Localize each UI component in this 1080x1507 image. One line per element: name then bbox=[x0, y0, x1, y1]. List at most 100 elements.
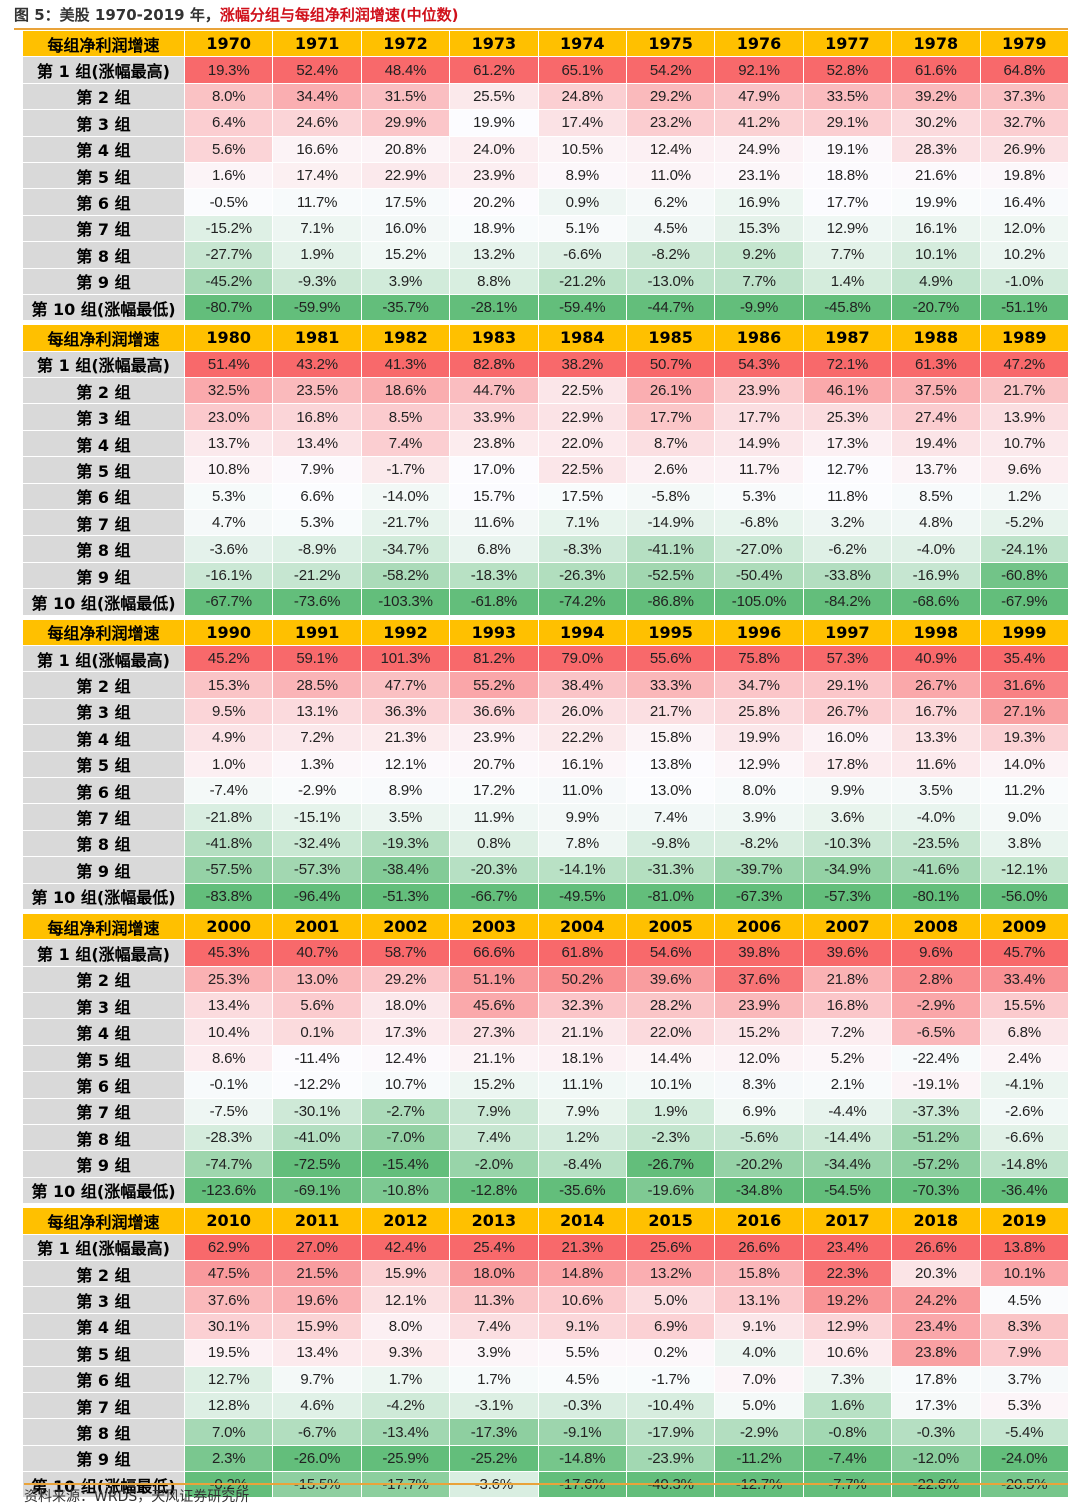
value-cell: -10.4% bbox=[626, 1392, 716, 1420]
table-row: 第 10 组(涨幅最低) -80.7% -59.9% -35.7% -28.1% -59.… bbox=[23, 294, 1069, 322]
value-cell: 23.9% bbox=[715, 378, 804, 405]
value-cell: -6.7% bbox=[273, 1419, 362, 1446]
header-row: 每组净利润增速 1980 1981 1982 1983 1984 1985 1986 1987 1… bbox=[23, 325, 1069, 352]
value-cell: -6.5% bbox=[892, 1019, 981, 1046]
value-cell: 12.0% bbox=[715, 1045, 804, 1073]
table-row: 第 5 组 19.5% 13.4% 9.3% 3.9% 5.5% 0.2% 4.0% 10.6%… bbox=[23, 1340, 1069, 1367]
value-cell: 46.1% bbox=[803, 378, 893, 405]
value-cell: 10.7% bbox=[980, 430, 1069, 458]
value-cell: 23.4% bbox=[803, 1234, 893, 1261]
value-cell: 8.5% bbox=[892, 483, 981, 511]
row-label: 第 6 组 bbox=[23, 189, 185, 216]
value-cell: 5.3% bbox=[980, 1392, 1069, 1420]
value-cell: 10.2% bbox=[980, 242, 1069, 269]
value-cell: -9.3% bbox=[273, 268, 362, 295]
table-row: 第 1 组(涨幅最高) 51.4% 43.2% 41.3% 82.8% 38.2% 50.7… bbox=[23, 351, 1069, 379]
value-cell: 10.5% bbox=[538, 136, 627, 163]
value-cell: -34.7% bbox=[361, 536, 451, 563]
value-cell: -15.1% bbox=[273, 804, 362, 831]
value-cell: 16.6% bbox=[273, 136, 362, 163]
row-label: 第 9 组 bbox=[23, 857, 185, 884]
value-cell: 12.9% bbox=[715, 751, 804, 778]
value-cell: 21.1% bbox=[538, 1019, 627, 1046]
row-label: 第 9 组 bbox=[23, 268, 185, 295]
value-cell: -24.0% bbox=[980, 1445, 1069, 1473]
table-row: 第 2 组 25.3% 13.0% 29.2% 51.1% 50.2% 39.6% 37.6%… bbox=[23, 966, 1069, 994]
value-cell: -26.0% bbox=[273, 1445, 362, 1473]
value-cell: -22.4% bbox=[892, 1045, 981, 1073]
source-note: 资料来源：WRDS，天风证券研究所 bbox=[24, 1483, 1068, 1507]
value-cell: 64.8% bbox=[980, 57, 1069, 84]
year-header: 1996 bbox=[715, 619, 804, 646]
value-cell: -54.5% bbox=[803, 1177, 893, 1205]
value-cell: 4.9% bbox=[892, 268, 981, 295]
header-row: 每组净利润增速 1990 1991 1992 1993 1994 1995 1996 1997 1… bbox=[23, 619, 1069, 646]
value-cell: 25.8% bbox=[715, 698, 804, 726]
value-cell: 66.6% bbox=[450, 940, 539, 967]
value-cell: -41.8% bbox=[185, 830, 274, 858]
table-row: 第 2 组 15.3% 28.5% 47.7% 55.2% 38.4% 33.3% 34.7%… bbox=[23, 672, 1069, 699]
value-cell: -6.6% bbox=[980, 1125, 1069, 1152]
value-cell: 29.2% bbox=[361, 966, 451, 994]
figure-title-highlight: 涨幅分组与每组净利润增速(中位数) bbox=[219, 5, 459, 24]
row-label: 第 6 组 bbox=[23, 1366, 185, 1393]
value-cell: 24.0% bbox=[450, 136, 539, 163]
value-cell: 37.5% bbox=[892, 378, 981, 405]
value-cell: -4.1% bbox=[980, 1072, 1069, 1099]
value-cell: 4.8% bbox=[892, 510, 981, 537]
value-cell: -20.7% bbox=[892, 294, 981, 322]
value-cell: 4.6% bbox=[273, 1392, 362, 1420]
table-row: 第 4 组 4.9% 7.2% 21.3% 23.9% 22.2% 15.8% 19.9% 16… bbox=[23, 725, 1069, 752]
value-cell: 5.5% bbox=[538, 1340, 627, 1367]
year-header: 1988 bbox=[892, 325, 981, 352]
value-cell: 45.2% bbox=[185, 645, 274, 673]
value-cell: -14.4% bbox=[803, 1125, 893, 1152]
value-cell: 4.0% bbox=[715, 1340, 804, 1367]
row-label: 第 7 组 bbox=[23, 1392, 185, 1420]
value-cell: 75.8% bbox=[715, 645, 804, 673]
value-cell: -5.2% bbox=[980, 510, 1069, 537]
value-cell: -69.1% bbox=[273, 1177, 362, 1205]
value-cell: 13.4% bbox=[273, 1340, 362, 1367]
year-header: 1979 bbox=[980, 31, 1069, 58]
value-cell: 52.4% bbox=[273, 57, 362, 84]
value-cell: -68.6% bbox=[892, 589, 981, 616]
value-cell: 3.9% bbox=[450, 1340, 539, 1367]
value-cell: 101.3% bbox=[361, 645, 451, 673]
value-cell: 17.3% bbox=[803, 430, 893, 458]
table-row: 第 9 组 -45.2% -9.3% 3.9% 8.8% -21.2% -13.0% 7.7%… bbox=[23, 268, 1069, 295]
table-row: 第 7 组 4.7% 5.3% -21.7% 11.6% 7.1% -14.9% -6.8% 3… bbox=[23, 510, 1069, 537]
value-cell: -17.3% bbox=[450, 1419, 539, 1446]
table-row: 第 7 组 -21.8% -15.1% 3.5% 11.9% 9.9% 7.4% 3.9% 3.… bbox=[23, 804, 1069, 831]
year-header: 2007 bbox=[803, 913, 893, 941]
value-cell: -33.8% bbox=[803, 562, 893, 590]
value-cell: -35.7% bbox=[361, 294, 451, 322]
value-cell: -7.5% bbox=[185, 1098, 274, 1126]
value-cell: 59.1% bbox=[273, 645, 362, 673]
value-cell: 39.6% bbox=[803, 940, 893, 967]
value-cell: -11.4% bbox=[273, 1045, 362, 1073]
value-cell: 13.0% bbox=[626, 777, 716, 805]
value-cell: 22.0% bbox=[538, 430, 627, 458]
value-cell: 7.9% bbox=[450, 1098, 539, 1126]
value-cell: 13.9% bbox=[980, 404, 1069, 431]
value-cell: 8.8% bbox=[450, 268, 539, 295]
value-cell: 7.9% bbox=[980, 1340, 1069, 1367]
value-cell: -13.4% bbox=[361, 1419, 451, 1446]
value-cell: 72.1% bbox=[803, 351, 893, 379]
value-cell: 40.9% bbox=[892, 645, 981, 673]
row-label: 第 10 组(涨幅最低) bbox=[23, 589, 185, 616]
value-cell: -14.8% bbox=[980, 1151, 1069, 1178]
year-header: 2012 bbox=[361, 1208, 451, 1235]
value-cell: 12.9% bbox=[803, 1313, 893, 1341]
value-cell: 21.5% bbox=[273, 1260, 362, 1288]
row-label: 第 2 组 bbox=[23, 966, 185, 994]
value-cell: 21.8% bbox=[803, 966, 893, 994]
value-cell: -56.0% bbox=[980, 883, 1069, 910]
value-cell: -41.0% bbox=[273, 1125, 362, 1152]
heatmap-table-block: 每组净利润增速 2000 2001 2002 2003 2004 2005 2006 2007 2… bbox=[23, 913, 1069, 1205]
value-cell: -59.9% bbox=[273, 294, 362, 322]
value-cell: -52.5% bbox=[626, 562, 716, 590]
value-cell: 5.3% bbox=[273, 510, 362, 537]
value-cell: 37.6% bbox=[715, 966, 804, 994]
